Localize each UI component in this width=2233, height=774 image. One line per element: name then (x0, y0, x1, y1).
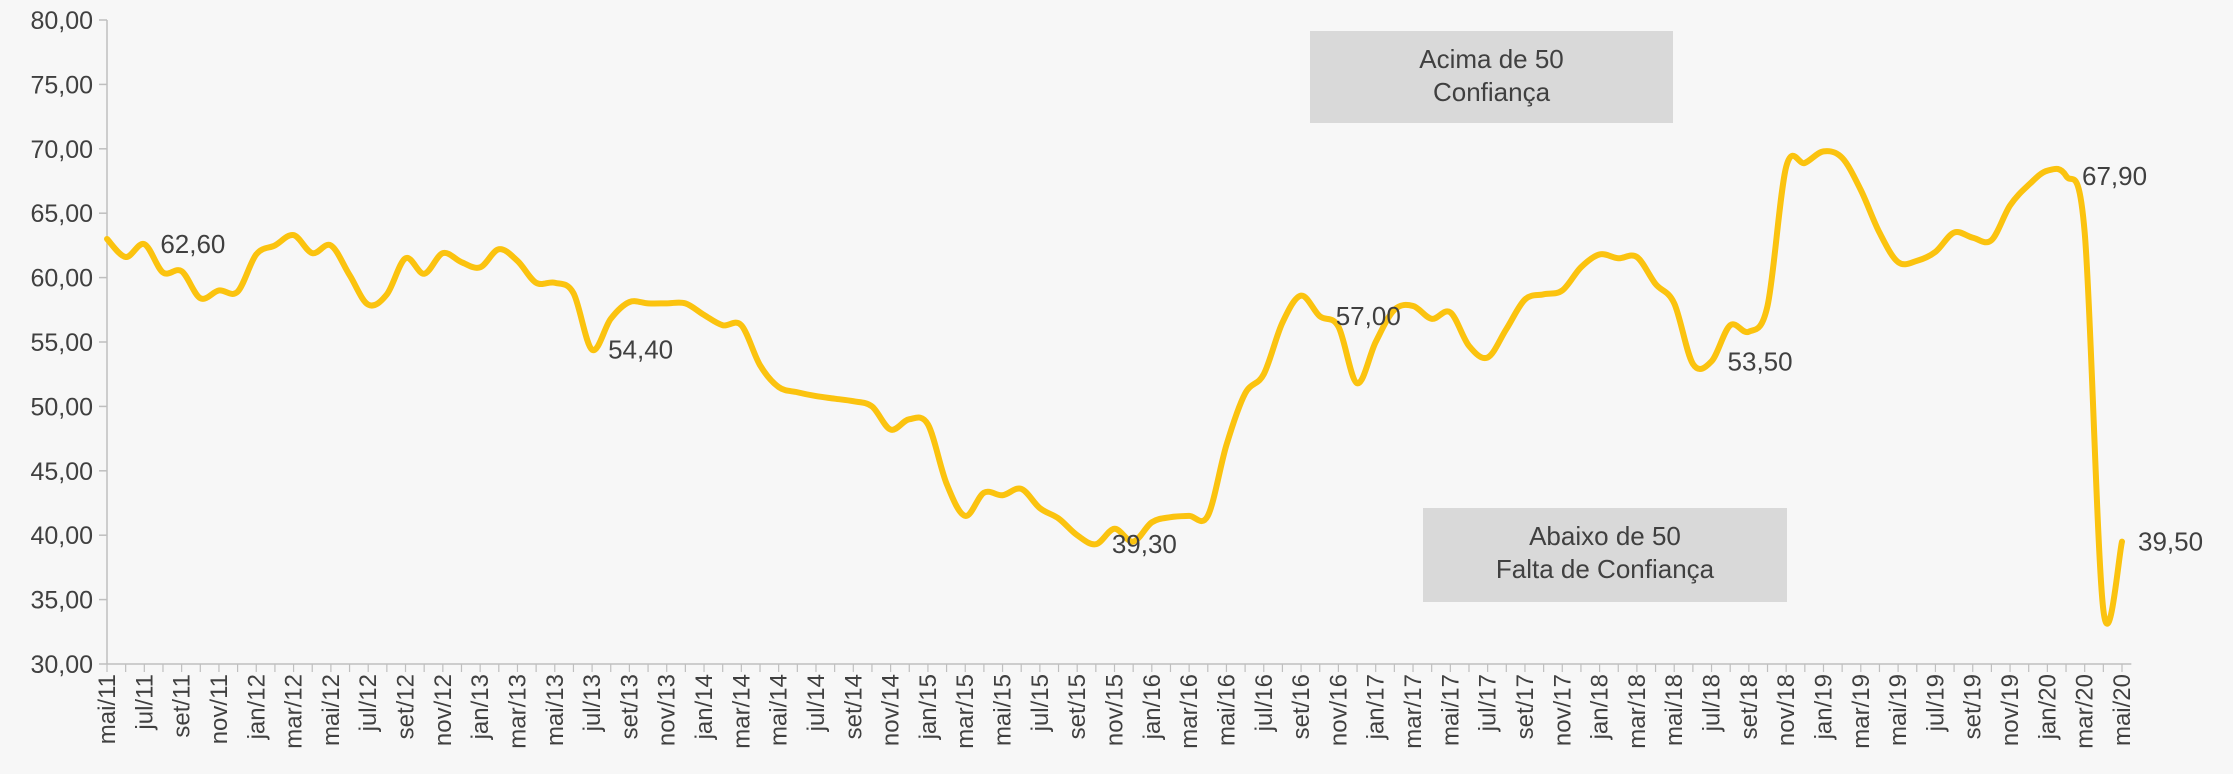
y-tick-label: 40,00 (30, 522, 93, 550)
y-tick-label: 55,00 (30, 329, 93, 357)
x-tick-label: mai/19 (1885, 674, 1912, 746)
x-tick-label: nov/19 (1997, 674, 2024, 746)
x-tick-label: set/13 (616, 674, 643, 739)
annotation-box (1310, 31, 1673, 123)
annotation-text: Falta de Confiança (1496, 554, 1715, 584)
x-tick-label: nov/15 (1102, 674, 1129, 746)
x-tick-label: jul/12 (355, 674, 382, 732)
line (104, 148, 2125, 627)
data-label: 62,60 (160, 229, 225, 259)
annotation-text: Abaixo de 50 (1529, 521, 1681, 551)
y-tick-label: 35,00 (30, 587, 93, 615)
x-tick-label: mai/13 (542, 674, 569, 746)
annotation-text: Acima de 50 (1419, 44, 1564, 74)
data-label: 39,30 (1112, 529, 1177, 559)
x-tick-label: jan/15 (915, 674, 942, 740)
x-tick-label: mai/16 (1213, 674, 1240, 746)
x-tick-label: set/17 (1512, 674, 1539, 739)
y-tick-label: 80,00 (30, 7, 93, 35)
x-tick-label: set/14 (840, 674, 867, 739)
x-tick-label: mai/12 (318, 674, 345, 746)
x-tick-label: mar/17 (1400, 674, 1427, 749)
data-label: 67,90 (2082, 161, 2147, 191)
x-tick-label: jan/17 (1363, 674, 1390, 740)
x-tick-label: jan/19 (1810, 674, 1837, 740)
x-tick-label: jan/12 (243, 674, 270, 740)
x-tick-label: nov/11 (206, 674, 233, 744)
x-tick-label: nov/14 (878, 674, 905, 746)
x-tick-label: nov/16 (1325, 674, 1352, 746)
x-tick-label: mar/12 (281, 674, 308, 749)
x-tick-label: mai/15 (990, 674, 1017, 746)
x-tick-label: set/15 (1064, 674, 1091, 739)
x-tick-label: mai/11 (94, 674, 121, 744)
x-tick-label: jul/17 (1475, 674, 1502, 732)
x-tick-label: mar/19 (1848, 674, 1875, 749)
x-tick-label: mai/17 (1437, 674, 1464, 746)
data-label: 57,00 (1336, 301, 1401, 331)
x-tick-label: jul/14 (803, 674, 830, 732)
data-label: 54,40 (608, 335, 673, 365)
annotation-text: Confiança (1433, 77, 1551, 107)
data-label: 53,50 (1728, 346, 1793, 376)
x-tick-label: nov/17 (1549, 674, 1576, 746)
x-tick-label: jul/19 (1922, 674, 1949, 732)
x-tick-label: jan/14 (691, 674, 718, 740)
x-tick-label: jan/20 (2034, 674, 2061, 740)
y-tick-label: 60,00 (30, 265, 93, 293)
x-tick-label: jul/13 (579, 674, 606, 732)
x-tick-label: mar/13 (504, 674, 531, 749)
data-label: 39,50 (2138, 527, 2203, 557)
x-tick-label: mar/15 (952, 674, 979, 749)
annotation-box (1423, 508, 1787, 602)
x-tick-label: jul/18 (1699, 674, 1726, 732)
x-tick-label: mar/16 (1176, 674, 1203, 749)
x-tick-label: nov/18 (1773, 674, 1800, 746)
x-tick-label: mai/14 (766, 674, 793, 746)
y-tick-label: 70,00 (30, 136, 93, 164)
x-tick-label: mai/18 (1661, 674, 1688, 746)
x-tick-label: jan/13 (467, 674, 494, 740)
x-tick-label: jan/16 (1139, 674, 1166, 740)
x-tick-label: set/11 (169, 674, 196, 738)
x-tick-label: nov/12 (430, 674, 457, 746)
x-tick-label: jul/16 (1251, 674, 1278, 732)
x-tick-label: set/18 (1736, 674, 1763, 739)
x-tick-label: jul/11 (131, 674, 158, 731)
y-tick-label: 30,00 (30, 651, 93, 679)
x-tick-label: nov/13 (654, 674, 681, 746)
x-tick-label: set/19 (1960, 674, 1987, 739)
x-tick-label: set/16 (1288, 674, 1315, 739)
x-tick-label: mar/14 (728, 674, 755, 749)
x-tick-label: jul/15 (1027, 674, 1054, 732)
x-tick-label: set/12 (393, 674, 420, 739)
x-tick-label: mai/20 (2109, 674, 2136, 746)
y-tick-label: 50,00 (30, 393, 93, 421)
y-tick-label: 65,00 (30, 200, 93, 228)
x-tick-label: mar/18 (1624, 674, 1651, 749)
y-tick-label: 45,00 (30, 458, 93, 486)
x-tick-label: mar/20 (2072, 674, 2099, 749)
x-tick-label: jan/18 (1587, 674, 1614, 740)
y-tick-label: 75,00 (30, 71, 93, 99)
